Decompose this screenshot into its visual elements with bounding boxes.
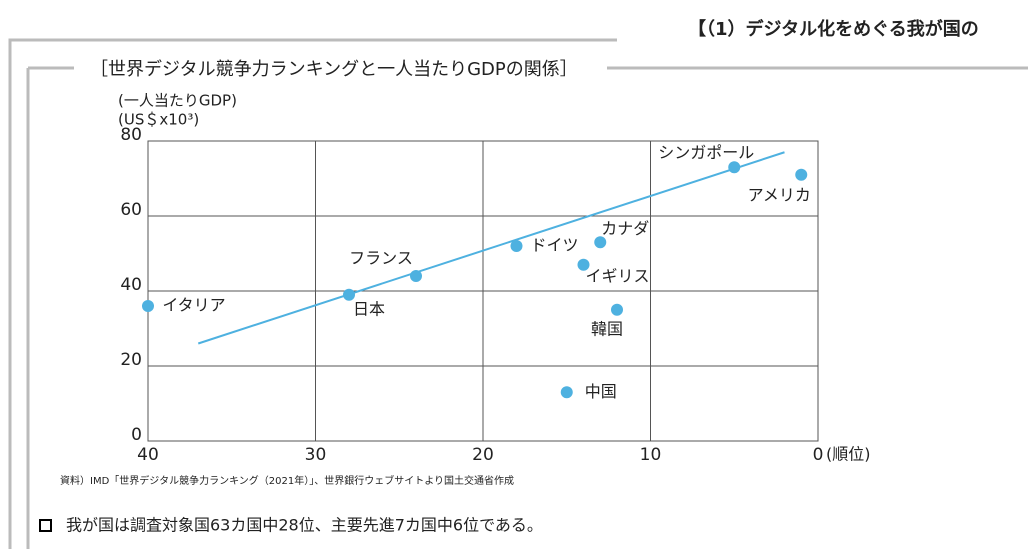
header-title: 【（1）デジタル化をめぐる我が国の <box>688 18 979 40</box>
point-label: カナダ <box>601 219 649 238</box>
x-tick-label: 30 <box>305 445 327 465</box>
data-point <box>560 386 573 399</box>
point-label: 韓国 <box>591 319 623 338</box>
y-axis-label: (US＄x10³) <box>118 111 199 129</box>
y-tick-label: 0 <box>131 425 142 445</box>
data-point <box>795 168 808 181</box>
x-tick-label: 0 <box>813 445 824 465</box>
data-point <box>594 236 607 249</box>
y-tick-label: 80 <box>120 125 142 145</box>
y-tick-label: 20 <box>120 350 142 370</box>
trend-line <box>197 151 785 345</box>
point-label: 中国 <box>585 382 617 401</box>
point-label: シンガポール <box>658 143 754 162</box>
data-point <box>410 270 422 282</box>
point-label: ドイツ <box>530 236 578 255</box>
bullet-icon <box>39 519 52 532</box>
x-tick-label: 20 <box>472 445 494 465</box>
data-point <box>577 258 590 271</box>
point-label: フランス <box>349 249 413 268</box>
y-tick-label: 40 <box>120 275 142 295</box>
point-label: 日本 <box>353 299 385 318</box>
point-label: イギリス <box>585 266 649 285</box>
data-point <box>728 161 741 174</box>
x-tick-label: 40 <box>137 445 159 465</box>
data-point <box>611 303 623 316</box>
x-tick-label: 10 <box>640 445 662 465</box>
chart-title: ［世界デジタル競争力ランキングと一人当たりGDPの関係］ <box>90 59 578 80</box>
point-label: イタリア <box>162 296 225 315</box>
bullet-text: 我が国は調査対象国63カ国中28位、主要先進7カ国中6位である。 <box>66 516 543 535</box>
source-note: 資料）IMD「世界デジタル競争力ランキング（2021年）」、世界銀行ウェブサイト… <box>60 474 514 487</box>
point-label: アメリカ <box>748 185 811 204</box>
frame <box>8 38 617 549</box>
data-point <box>510 240 523 252</box>
x-axis-label: (順位) <box>826 445 871 464</box>
data-point <box>343 288 355 301</box>
data-point <box>142 300 154 312</box>
y-axis-label: (一人当たりGDP) <box>118 92 237 110</box>
y-tick-label: 60 <box>120 200 142 220</box>
